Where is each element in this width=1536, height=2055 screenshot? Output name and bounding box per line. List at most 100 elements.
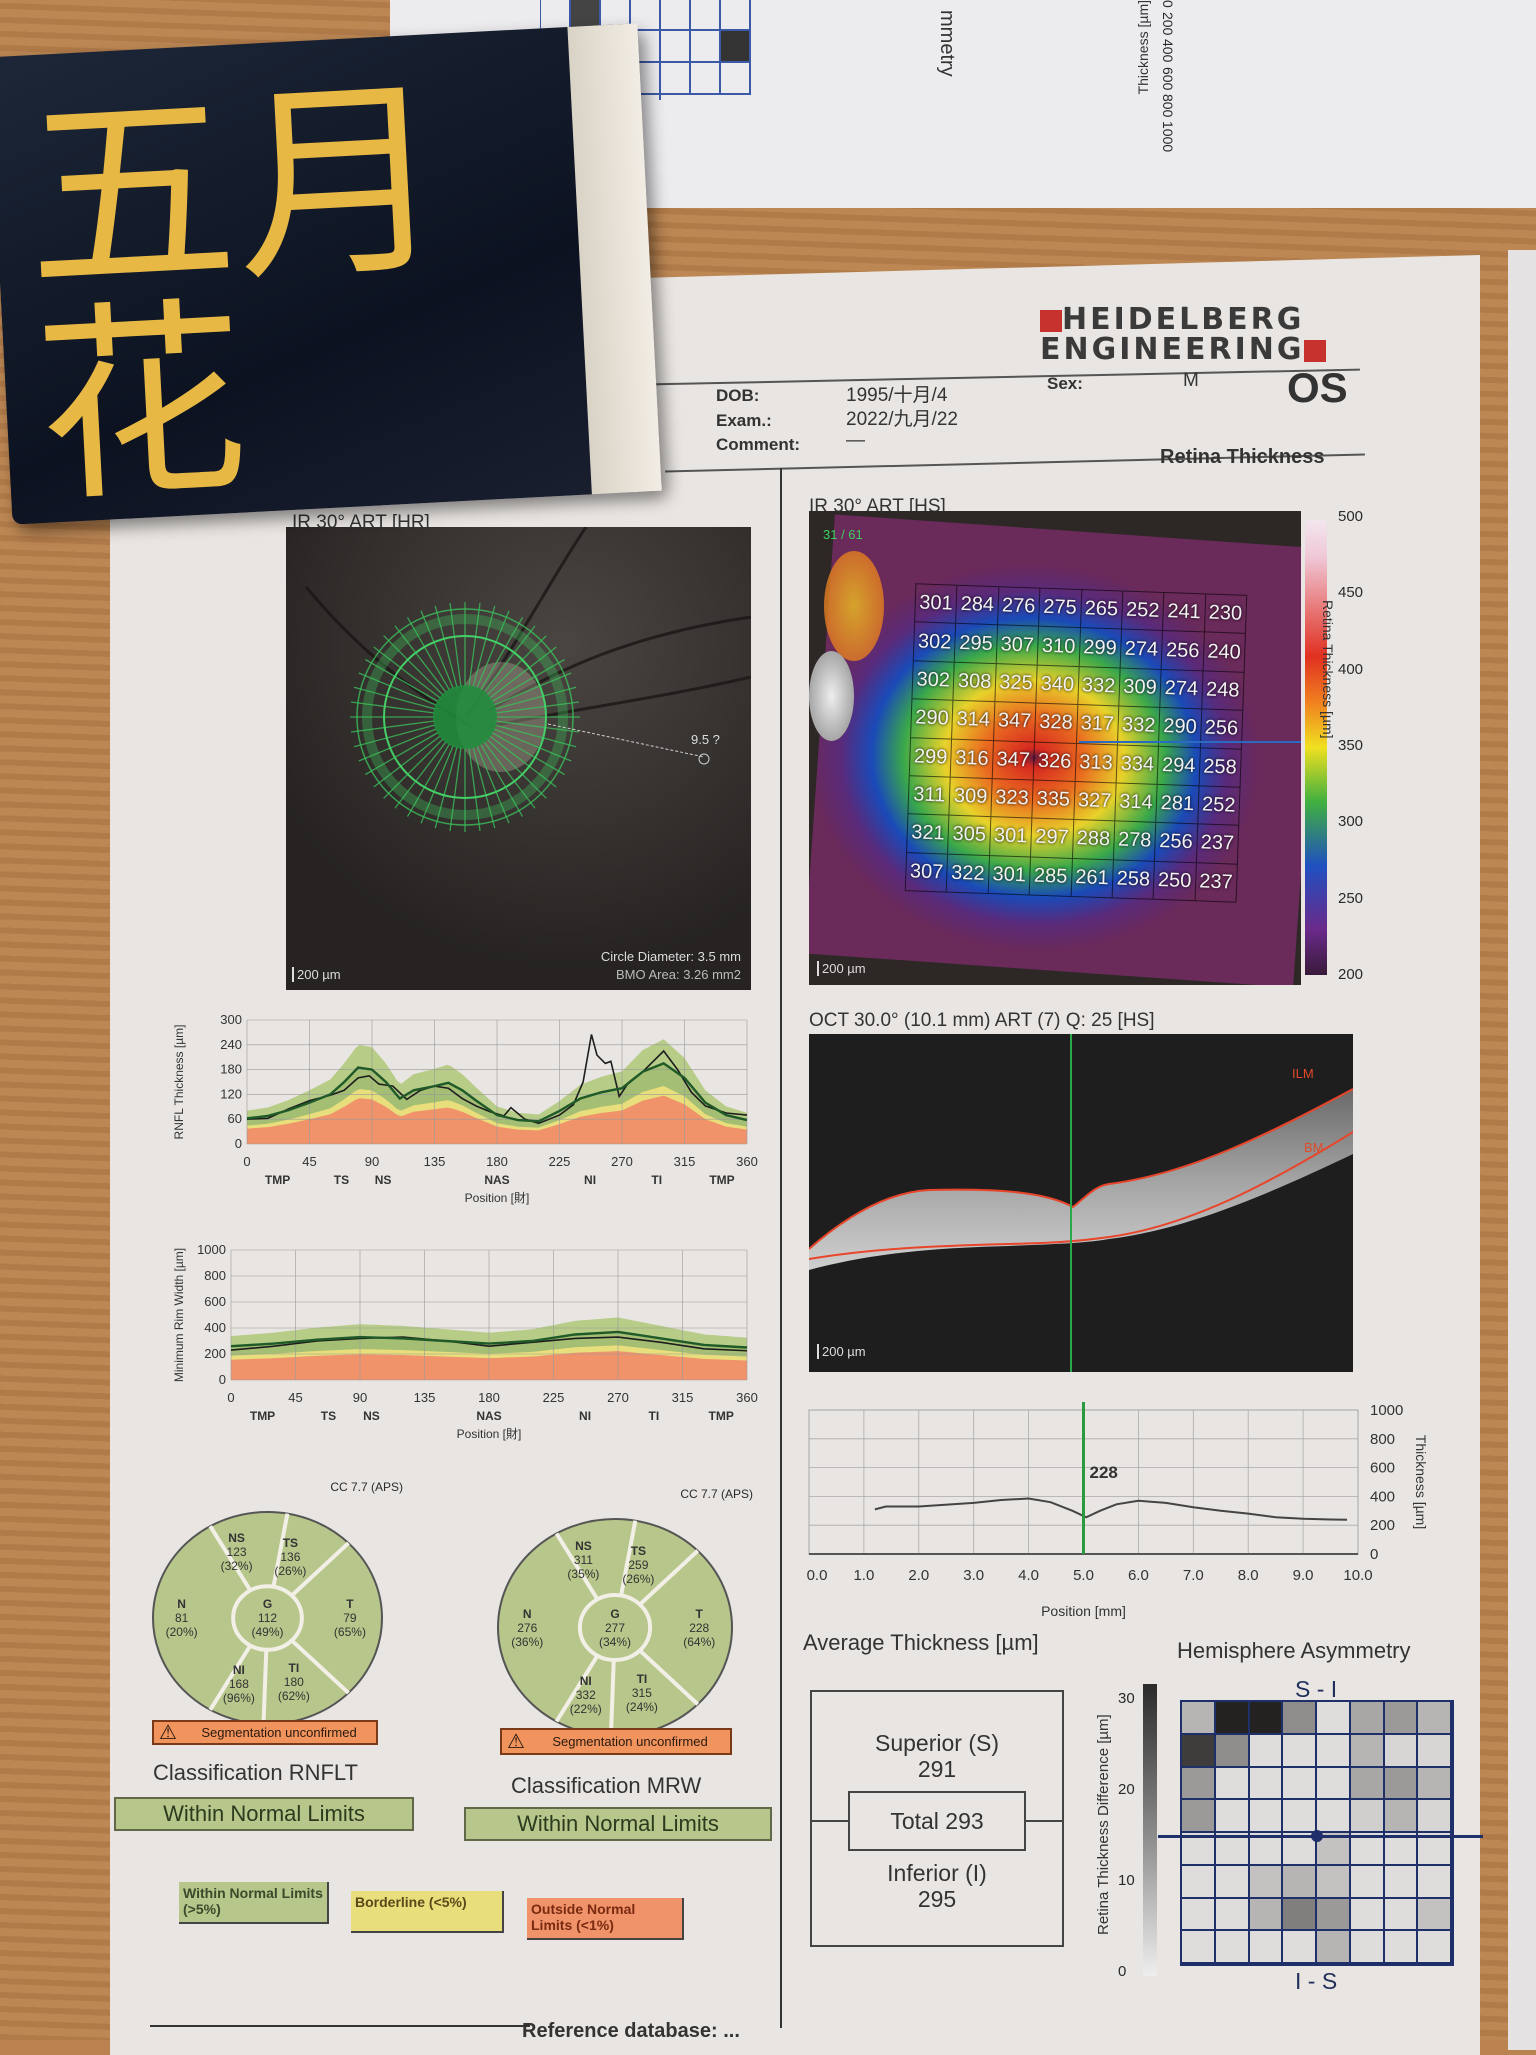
sector-pct: (26%) [622, 1571, 655, 1586]
inferior-label: Inferior (I) [887, 1860, 987, 1886]
thickness-cell: 340 [1036, 665, 1080, 706]
i-minus-s-label: I - S [1295, 1968, 1338, 1994]
x-tick-label: 270 [607, 1390, 629, 1405]
x-tick-label: 2.0 [908, 1567, 929, 1584]
avg-connector-right [1026, 1820, 1064, 1822]
thickness-cell: 310 [1037, 627, 1081, 667]
asymmetry-cell [1215, 1833, 1250, 1866]
x-axis-label: Position [財] [465, 1190, 530, 1205]
asymmetry-colorbar [1143, 1684, 1157, 1976]
sector-divider [554, 1654, 600, 1723]
sector-pct: (62%) [277, 1688, 310, 1703]
sector-name: TS [282, 1535, 299, 1550]
rnfl-classification-result: Within Normal Limits [114, 1797, 414, 1831]
asymmetry-cell [1350, 1767, 1385, 1801]
background-tick: 400 [1160, 39, 1176, 63]
fundus-annotation: 9.5 ? [691, 732, 720, 747]
sector-divider [290, 1639, 350, 1695]
asymmetry-cell [1418, 1898, 1452, 1932]
sector-ni: NI 168 (96%) [223, 1663, 255, 1705]
x-tick-label: 6.0 [1128, 1567, 1149, 1584]
y-axis-label: Minimum Rim Width [µm] [172, 1248, 186, 1382]
sector-name: N [522, 1606, 532, 1621]
sector-value: 315 [631, 1685, 652, 1700]
sector-name: G [262, 1597, 273, 1611]
asymmetry-cell [1249, 1800, 1284, 1833]
total-thickness: Total 293 [848, 1791, 1026, 1851]
asymmetry-cell [1317, 1931, 1351, 1964]
x-tick-label: 3.0 [963, 1567, 984, 1584]
s-minus-i-label: S - I [1295, 1676, 1338, 1702]
sector-divider [619, 1520, 638, 1596]
asymmetry-cell [1418, 1865, 1452, 1899]
x-tick-label: 8.0 [1238, 1567, 1259, 1584]
sector-label: TI [648, 1409, 659, 1423]
avg-connector-left [810, 1820, 850, 1822]
warning-text: Segmentation unconfirmed [201, 1725, 357, 1740]
thickness-cell: 237 [1195, 862, 1238, 903]
oct-title: OCT 30.0° (10.1 mm) ART (7) Q: 25 [HS] [809, 1010, 1155, 1031]
sector-label: NAS [484, 1173, 509, 1187]
asymmetry-cell [1249, 1833, 1284, 1866]
asymmetry-cell [1249, 1931, 1284, 1964]
sector-value: 276 [517, 1620, 538, 1635]
thickness-cell: 265 [1080, 590, 1124, 630]
sector-value: 228 [689, 1620, 710, 1635]
fundus-scale-bar: 200 µm [292, 967, 341, 982]
y-tick-label: 120 [220, 1086, 242, 1101]
sector-n: N 81 (20%) [166, 1597, 198, 1639]
x-tick-label: 315 [674, 1154, 696, 1169]
asymmetry-cell [1283, 1865, 1317, 1899]
normal-mean-line [246, 1062, 748, 1123]
thickness-cell: 250 [1153, 861, 1197, 902]
y-tick-label: 240 [220, 1037, 242, 1052]
x-tick-label: 1.0 [853, 1567, 874, 1584]
sector-pct: (65%) [333, 1625, 366, 1639]
sector-pct: (24%) [625, 1699, 658, 1714]
sector-label: TMP [709, 1173, 734, 1187]
thickness-cell: 299 [909, 737, 953, 778]
thickness-cell: 241 [1163, 592, 1206, 633]
sector-name: NI [232, 1662, 245, 1677]
asymmetry-cell [1350, 1833, 1385, 1866]
background-axis-label: Thickness [µm] [1135, 0, 1151, 95]
oct-layers [809, 1034, 1353, 1372]
oct-bscan-image: ILM BM 200 µm [809, 1034, 1353, 1372]
background-paper-right [1508, 250, 1536, 2050]
sector-pct: (36%) [511, 1634, 544, 1649]
thickness-cell: 301 [915, 584, 958, 625]
thickness-cell: 290 [911, 699, 954, 740]
asymmetry-cell [1384, 1865, 1419, 1899]
thickness-cell: 313 [1075, 743, 1118, 784]
thickness-cell: 323 [991, 778, 1034, 819]
thickness-cell: 297 [1031, 818, 1074, 859]
report-type: Retina Thickness [1160, 446, 1325, 468]
thickness-cell: 307 [905, 852, 949, 893]
x-tick-label: 315 [672, 1390, 694, 1405]
sector-label: NS [363, 1409, 380, 1423]
asymmetry-cell [1350, 1734, 1385, 1768]
x-axis-label: Position [mm] [1041, 1603, 1126, 1619]
sector-t: T 79 (65%) [334, 1597, 366, 1639]
sector-pct: (26%) [274, 1563, 307, 1578]
thickness-cell: 256 [1200, 709, 1244, 750]
thickness-cell: 240 [1203, 632, 1246, 673]
x-tick-label: 360 [736, 1390, 758, 1405]
thickness-map-image: 31 / 61 301 284 276 275 265 252 241 230 302 295 30… [809, 511, 1301, 985]
y-tick-label: 400 [204, 1320, 226, 1335]
logo-line1: HEIDELBERG [1062, 302, 1305, 337]
thickness-cell: 311 [908, 776, 952, 816]
sector-pct: (35%) [567, 1567, 600, 1582]
asymmetry-cell [1384, 1767, 1419, 1801]
bm-label: BM [1304, 1140, 1324, 1155]
thickness-cell: 347 [993, 702, 1037, 743]
background-title-fragment: mmetry [936, 10, 958, 77]
asymmetry-cell [1317, 1800, 1351, 1833]
y-tick-label: 1000 [197, 1242, 226, 1257]
cc-label: CC 7.7 (APS) [330, 1480, 403, 1494]
superior-label: Superior (S) [875, 1730, 999, 1756]
mrw-classification-title: Classification MRW [511, 1773, 702, 1798]
colorbar-tick: 300 [1338, 813, 1364, 831]
fovea-marker [1311, 1830, 1323, 1842]
